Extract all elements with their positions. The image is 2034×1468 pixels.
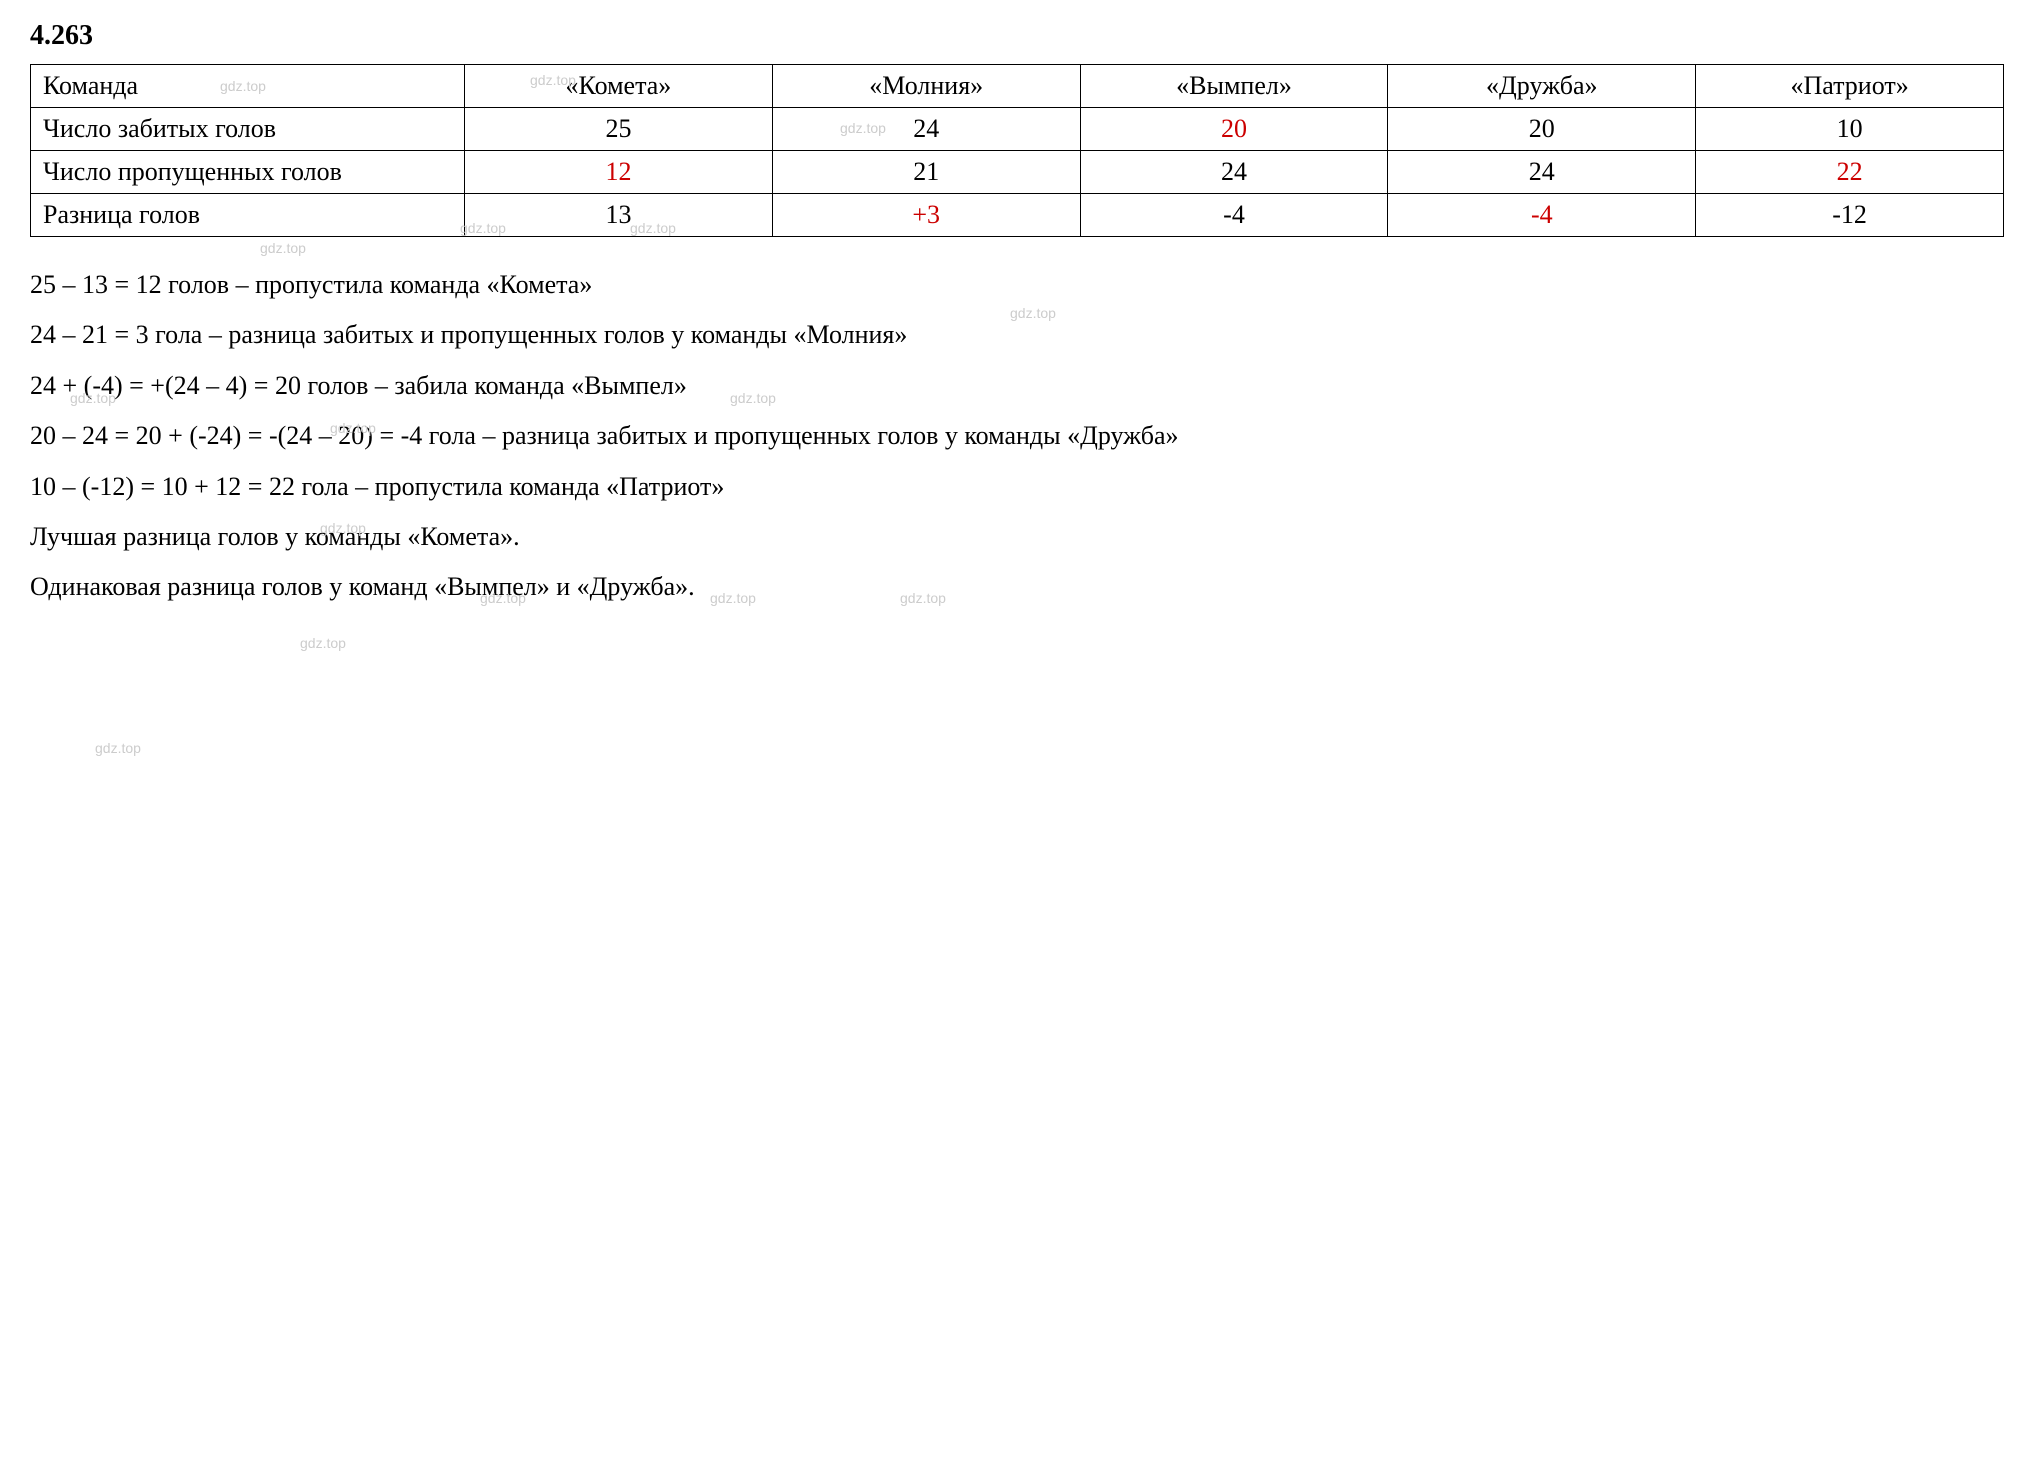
- table-cell: 13: [465, 194, 773, 237]
- table-cell: 24: [1080, 151, 1388, 194]
- row-header: Число забитых голов: [31, 108, 465, 151]
- table-cell: «Вымпел»: [1080, 65, 1388, 108]
- table-cell: «Дружба»: [1388, 65, 1696, 108]
- table-cell: «Комета»: [465, 65, 773, 108]
- table-cell: 10: [1696, 108, 2004, 151]
- watermark-text: gdz.top: [260, 240, 306, 256]
- table-cell: 22: [1696, 151, 2004, 194]
- watermark-text: gdz.top: [95, 740, 141, 756]
- table-cell: 24: [772, 108, 1080, 151]
- data-table: Команда«Комета»«Молния»«Вымпел»«Дружба»«…: [30, 64, 2004, 237]
- solution-line: 25 – 13 = 12 голов – пропустила команда …: [30, 267, 2004, 303]
- table-cell: 24: [1388, 151, 1696, 194]
- table-row: Команда«Комета»«Молния»«Вымпел»«Дружба»«…: [31, 65, 2004, 108]
- solutions-block: 25 – 13 = 12 голов – пропустила команда …: [30, 267, 2004, 606]
- table-cell: 20: [1080, 108, 1388, 151]
- table-cell: «Патриот»: [1696, 65, 2004, 108]
- table-cell: -4: [1080, 194, 1388, 237]
- table-cell: -4: [1388, 194, 1696, 237]
- table-cell: -12: [1696, 194, 2004, 237]
- watermark-text: gdz.top: [300, 635, 346, 651]
- solution-line: 24 – 21 = 3 гола – разница забитых и про…: [30, 317, 2004, 353]
- row-header: Команда: [31, 65, 465, 108]
- table-cell: +3: [772, 194, 1080, 237]
- page-content: 4.263 Команда«Комета»«Молния»«Вымпел»«Др…: [30, 20, 2004, 606]
- table-cell: 21: [772, 151, 1080, 194]
- solution-line: Лучшая разница голов у команды «Комета».: [30, 519, 2004, 555]
- solution-line: 10 – (-12) = 10 + 12 = 22 гола – пропуст…: [30, 469, 2004, 505]
- row-header: Разница голов: [31, 194, 465, 237]
- row-header: Число пропущенных голов: [31, 151, 465, 194]
- table-row: Разница голов13+3-4-4-12: [31, 194, 2004, 237]
- solution-line: Одинаковая разница голов у команд «Вымпе…: [30, 569, 2004, 605]
- table-cell: 12: [465, 151, 773, 194]
- table-row: Число забитых голов2524202010: [31, 108, 2004, 151]
- table-cell: 25: [465, 108, 773, 151]
- table-cell: 20: [1388, 108, 1696, 151]
- exercise-title: 4.263: [30, 20, 2004, 52]
- solution-line: 20 – 24 = 20 + (-24) = -(24 – 20) = -4 г…: [30, 418, 2004, 454]
- table-cell: «Молния»: [772, 65, 1080, 108]
- table-row: Число пропущенных голов1221242422: [31, 151, 2004, 194]
- solution-line: 24 + (-4) = +(24 – 4) = 20 голов – забил…: [30, 368, 2004, 404]
